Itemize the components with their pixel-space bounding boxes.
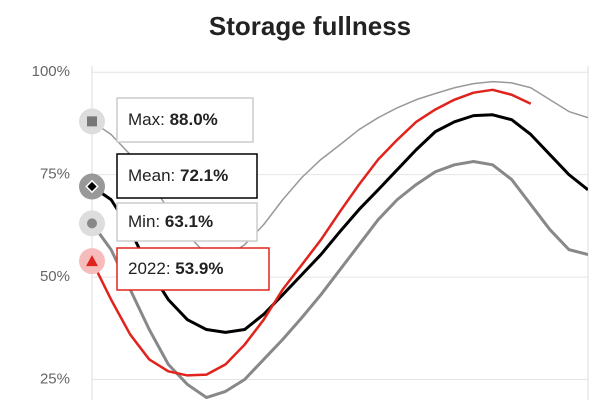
legend-name: Min:	[128, 212, 160, 231]
marker	[85, 179, 99, 194]
marker	[86, 255, 98, 267]
chart-title: Storage fullness	[209, 11, 411, 41]
series-line	[92, 160, 588, 400]
label-box	[116, 247, 270, 291]
series-label: Min: 63.1%	[128, 212, 213, 231]
start-value-label: 72.1%	[180, 166, 228, 185]
y-tick-label: 25%	[40, 370, 70, 387]
start-value-label: 53.9%	[175, 259, 223, 278]
series-line	[92, 88, 532, 377]
series-line	[92, 113, 588, 334]
y-tick-label: 75%	[40, 166, 70, 183]
start-value-label: 63.1%	[165, 212, 213, 231]
y-tick-label: 50%	[40, 268, 70, 285]
legend-name: Max:	[128, 110, 165, 129]
label-box	[116, 97, 254, 143]
y-tick-label: 100%	[32, 63, 70, 80]
marker	[87, 116, 97, 127]
legend-name: Mean:	[128, 166, 175, 185]
legend-name: 2022:	[128, 259, 171, 278]
label-box	[116, 202, 258, 242]
start-value-label: 88.0%	[170, 110, 218, 129]
series-label: 2022: 53.9%	[128, 259, 223, 278]
marker	[87, 218, 97, 229]
series-label: Mean: 72.1%	[128, 166, 228, 185]
series-label: Max: 88.0%	[128, 110, 218, 129]
label-box	[116, 153, 258, 199]
